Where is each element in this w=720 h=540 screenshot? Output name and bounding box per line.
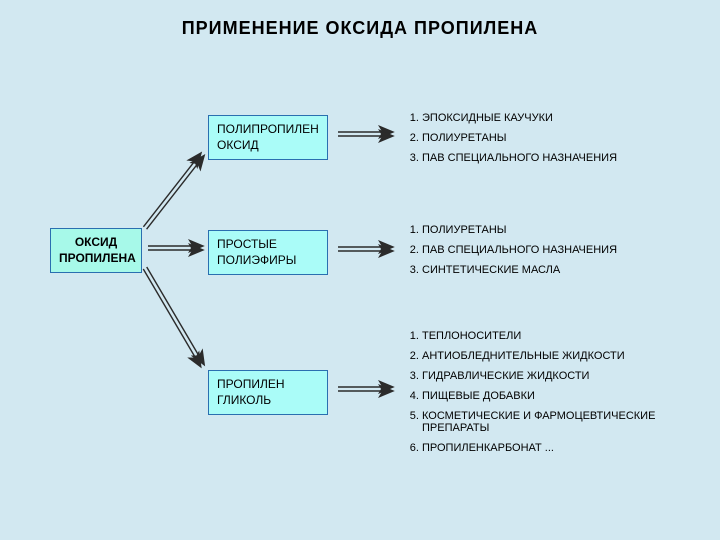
- list-item: ГИДРАВЛИЧЕСКИЕ ЖИДКОСТИ: [422, 370, 700, 382]
- list-item: АНТИОБЛЕДНИТЕЛЬНЫЕ ЖИДКОСТИ: [422, 350, 700, 362]
- application-list: ПОЛИУРЕТАНЫ ПАВ СПЕЦИАЛЬНОГО НАЗНАЧЕНИЯ СИ…: [400, 224, 700, 284]
- page-title: ПРИМЕНЕНИЕ ОКСИДА ПРОПИЛЕНА: [0, 18, 720, 39]
- branch-node: ПРОСТЫЕПОЛИЭФИРЫ: [208, 230, 328, 275]
- branch-node: ПОЛИПРОПИЛЕНОКСИД: [208, 115, 328, 160]
- list-item: СИНТЕТИЧЕСКИЕ МАСЛА: [422, 264, 700, 276]
- list-item: ПАВ СПЕЦИАЛЬНОГО НАЗНАЧЕНИЯ: [422, 244, 700, 256]
- branch-node: ПРОПИЛЕНГЛИКОЛЬ: [208, 370, 328, 415]
- list-item: ПОЛИУРЕТАНЫ: [422, 132, 700, 144]
- application-list: ТЕПЛОНОСИТЕЛИ АНТИОБЛЕДНИТЕЛЬНЫЕ ЖИДКОСТИ…: [400, 330, 700, 462]
- list-item: ПРОПИЛЕНКАРБОНАТ ...: [422, 442, 700, 454]
- list-item: ПОЛИУРЕТАНЫ: [422, 224, 700, 236]
- list-item: ПИЩЕВЫЕ ДОБАВКИ: [422, 390, 700, 402]
- list-item: КОСМЕТИЧЕСКИЕ И ФАРМОЦЕВТИЧЕСКИЕ ПРЕПАРА…: [422, 410, 700, 434]
- list-item: ТЕПЛОНОСИТЕЛИ: [422, 330, 700, 342]
- list-item: ПАВ СПЕЦИАЛЬНОГО НАЗНАЧЕНИЯ: [422, 152, 700, 164]
- application-list: ЭПОКСИДНЫЕ КАУЧУКИ ПОЛИУРЕТАНЫ ПАВ СПЕЦИАЛ…: [400, 112, 700, 172]
- root-node: ОКСИДПРОПИЛЕНА: [50, 228, 142, 273]
- list-item: ЭПОКСИДНЫЕ КАУЧУКИ: [422, 112, 700, 124]
